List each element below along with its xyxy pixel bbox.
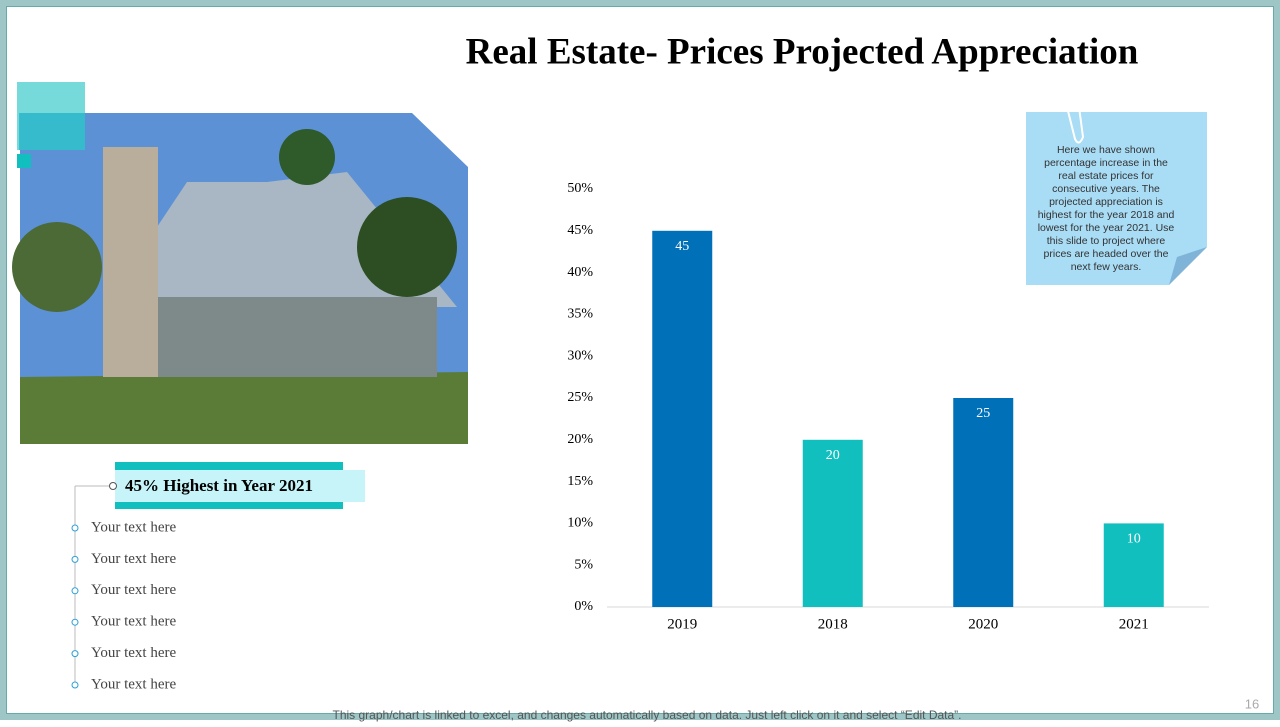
canvas: Real Estate- Prices Projected Appreciati… xyxy=(12,31,1259,722)
bullet-dot xyxy=(71,618,79,626)
bar xyxy=(953,398,1014,607)
page-number: 16 xyxy=(1245,696,1259,711)
deco-square xyxy=(19,113,85,150)
bullet-text: Your text here xyxy=(91,614,176,630)
bullet-dot xyxy=(71,524,79,532)
bullet-text: Your text here xyxy=(91,582,176,598)
y-tick-label: 5% xyxy=(574,557,593,572)
y-tick-label: 45% xyxy=(567,223,593,238)
y-tick-label: 30% xyxy=(567,348,593,363)
data-label: 10 xyxy=(1127,532,1141,547)
x-tick-label: 2021 xyxy=(1119,616,1149,632)
house-photo xyxy=(12,113,468,444)
bar xyxy=(652,230,713,608)
bar xyxy=(1103,523,1164,607)
y-tick-label: 10% xyxy=(567,516,593,531)
note-text: Here we have shown percentage increase i… xyxy=(1037,144,1175,273)
y-tick-label: 35% xyxy=(567,307,593,322)
y-tick-label: 40% xyxy=(567,265,593,280)
bullet-text: Your text here xyxy=(91,645,176,661)
y-tick-label: 0% xyxy=(574,599,593,614)
title: Real Estate- Prices Projected Appreciati… xyxy=(466,31,1139,72)
y-tick-label: 20% xyxy=(567,432,593,447)
y-tick-label: 15% xyxy=(567,474,593,489)
x-tick-label: 2020 xyxy=(968,616,998,632)
bullet-dot xyxy=(109,482,117,490)
deco-square xyxy=(17,154,31,168)
y-tick-label: 50% xyxy=(567,181,593,196)
bullet-text: Your text here xyxy=(91,676,176,692)
data-label: 25 xyxy=(976,406,990,421)
note-fold xyxy=(1169,247,1207,285)
paper-clip xyxy=(1066,106,1085,144)
data-label: 45 xyxy=(675,239,689,254)
x-tick-label: 2018 xyxy=(818,616,848,632)
bullet-text: Your text here xyxy=(91,519,176,535)
highlight-text: 45% Highest in Year 2021 xyxy=(125,476,313,495)
x-tick-label: 2019 xyxy=(667,616,697,632)
bullet-dot xyxy=(71,555,79,563)
bar xyxy=(802,439,863,607)
footer: This graph/chart is linked to excel, and… xyxy=(333,708,962,722)
bullet-dot xyxy=(71,587,79,595)
bullet-text: Your text here xyxy=(91,551,176,567)
y-tick-label: 25% xyxy=(567,390,593,405)
bullet-dot xyxy=(71,681,79,689)
note-box xyxy=(1026,112,1207,285)
highlight-box xyxy=(115,470,365,502)
data-label: 20 xyxy=(826,448,840,463)
bullet-dot xyxy=(71,650,79,658)
